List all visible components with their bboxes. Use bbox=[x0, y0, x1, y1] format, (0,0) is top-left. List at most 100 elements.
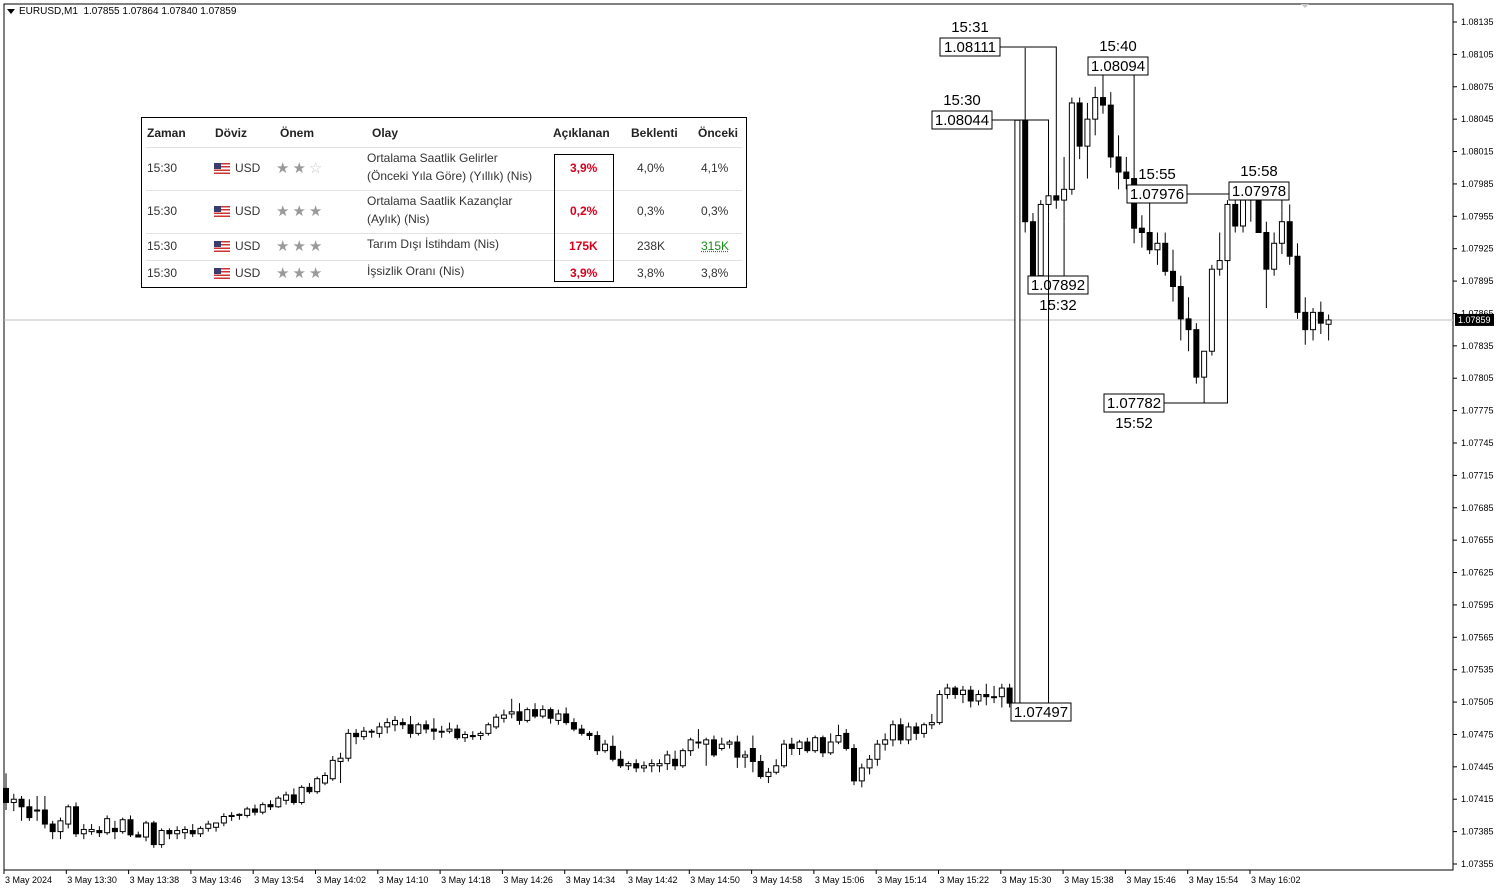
candle[interactable] bbox=[1107, 92, 1114, 168]
candle[interactable] bbox=[143, 820, 150, 842]
candle[interactable] bbox=[1278, 210, 1285, 255]
candle[interactable] bbox=[563, 707, 570, 725]
candle[interactable] bbox=[438, 725, 445, 738]
calendar-row[interactable]: 15:30 USD ★★ ☆ Ortalama Saatlik Gelirler … bbox=[142, 148, 746, 190]
candle[interactable] bbox=[796, 739, 803, 755]
candle[interactable] bbox=[197, 826, 204, 838]
candle[interactable] bbox=[594, 731, 601, 755]
candle[interactable] bbox=[959, 685, 966, 704]
candle[interactable] bbox=[415, 722, 422, 736]
candle[interactable] bbox=[539, 705, 546, 719]
candle[interactable] bbox=[609, 735, 616, 762]
candle[interactable] bbox=[111, 820, 118, 840]
candle[interactable] bbox=[835, 724, 842, 745]
candle[interactable] bbox=[1037, 200, 1044, 283]
candle[interactable] bbox=[337, 752, 344, 784]
candle[interactable] bbox=[1201, 350, 1208, 404]
candle[interactable] bbox=[998, 683, 1005, 708]
candle[interactable] bbox=[983, 683, 990, 706]
candle[interactable] bbox=[858, 763, 865, 788]
candle[interactable] bbox=[469, 731, 476, 740]
candle[interactable] bbox=[1061, 156, 1068, 222]
candle[interactable] bbox=[827, 733, 834, 755]
candle[interactable] bbox=[944, 683, 951, 699]
candle[interactable] bbox=[913, 722, 920, 740]
candle[interactable] bbox=[1053, 159, 1060, 209]
candle[interactable] bbox=[18, 795, 25, 821]
candle[interactable] bbox=[524, 707, 531, 723]
candle[interactable] bbox=[718, 737, 725, 751]
candle[interactable] bbox=[1123, 156, 1130, 190]
candle[interactable] bbox=[189, 824, 196, 838]
candle[interactable] bbox=[329, 756, 336, 781]
candle[interactable] bbox=[1193, 323, 1200, 384]
candle[interactable] bbox=[1317, 301, 1324, 334]
candle[interactable] bbox=[1271, 232, 1278, 276]
candle[interactable] bbox=[897, 718, 904, 745]
candle[interactable] bbox=[368, 729, 375, 738]
candle[interactable] bbox=[1177, 275, 1184, 341]
candle[interactable] bbox=[314, 776, 321, 794]
candle[interactable] bbox=[1208, 264, 1215, 356]
candle[interactable] bbox=[532, 703, 539, 719]
candle[interactable] bbox=[975, 690, 982, 706]
candle[interactable] bbox=[493, 713, 500, 730]
candle[interactable] bbox=[734, 735, 741, 768]
candle[interactable] bbox=[1076, 97, 1083, 160]
time-axis[interactable]: 3 May 2024 3 May 13:30 3 May 13:38 3 May 13… bbox=[3, 870, 1301, 885]
candle[interactable] bbox=[290, 788, 297, 805]
candle[interactable] bbox=[430, 718, 437, 740]
candle[interactable] bbox=[555, 709, 562, 725]
candle[interactable] bbox=[298, 785, 305, 805]
candle[interactable] bbox=[446, 722, 453, 734]
candle[interactable] bbox=[1302, 297, 1309, 345]
candle[interactable] bbox=[360, 726, 367, 740]
candle[interactable] bbox=[1185, 297, 1192, 352]
candle[interactable] bbox=[889, 720, 896, 747]
calendar-row[interactable]: 15:30 USD ★★★ İşsizlik Oranı (Nis) 3,9% … bbox=[142, 261, 746, 287]
candle[interactable] bbox=[80, 824, 87, 840]
candle[interactable] bbox=[267, 800, 274, 811]
candle[interactable] bbox=[283, 791, 290, 805]
candle[interactable] bbox=[34, 795, 41, 821]
candle[interactable] bbox=[516, 703, 523, 725]
candle[interactable] bbox=[1310, 308, 1317, 341]
candle[interactable] bbox=[625, 761, 632, 771]
candle[interactable] bbox=[88, 824, 95, 835]
candle[interactable] bbox=[843, 729, 850, 751]
candle[interactable] bbox=[967, 685, 974, 708]
candle[interactable] bbox=[96, 826, 103, 838]
candle[interactable] bbox=[1092, 86, 1099, 136]
candle[interactable] bbox=[205, 820, 212, 832]
candle[interactable] bbox=[10, 793, 17, 812]
symbol-info[interactable]: EURUSD,M1 1.07855 1.07864 1.07840 1.0785… bbox=[7, 6, 236, 17]
candle[interactable] bbox=[119, 817, 126, 834]
candle[interactable] bbox=[384, 718, 391, 734]
candle[interactable] bbox=[174, 826, 181, 840]
candle[interactable] bbox=[220, 813, 227, 827]
candle[interactable] bbox=[648, 759, 655, 773]
candle[interactable] bbox=[1224, 200, 1231, 265]
candle[interactable] bbox=[710, 735, 717, 758]
candle[interactable] bbox=[500, 709, 507, 723]
candle[interactable] bbox=[392, 716, 398, 732]
candle[interactable] bbox=[407, 716, 414, 738]
candle[interactable] bbox=[991, 685, 998, 704]
candle[interactable] bbox=[742, 750, 749, 768]
candle[interactable] bbox=[57, 817, 64, 840]
candle[interactable] bbox=[353, 729, 360, 745]
candle[interactable] bbox=[905, 722, 912, 745]
candle[interactable] bbox=[679, 748, 686, 768]
candle[interactable] bbox=[236, 813, 243, 820]
price-axis[interactable]: 1.08135 1.08105 1.08075 1.08045 1.08015 1.079… bbox=[1453, 17, 1494, 869]
candle[interactable] bbox=[664, 750, 671, 771]
candle[interactable] bbox=[687, 737, 694, 757]
candle[interactable] bbox=[181, 826, 188, 840]
candle[interactable] bbox=[1154, 232, 1161, 265]
candle[interactable] bbox=[454, 724, 461, 740]
candle[interactable] bbox=[695, 729, 702, 749]
candle[interactable] bbox=[812, 735, 819, 753]
candle[interactable] bbox=[788, 737, 795, 755]
candle[interactable] bbox=[804, 737, 811, 753]
candle[interactable] bbox=[150, 820, 157, 848]
